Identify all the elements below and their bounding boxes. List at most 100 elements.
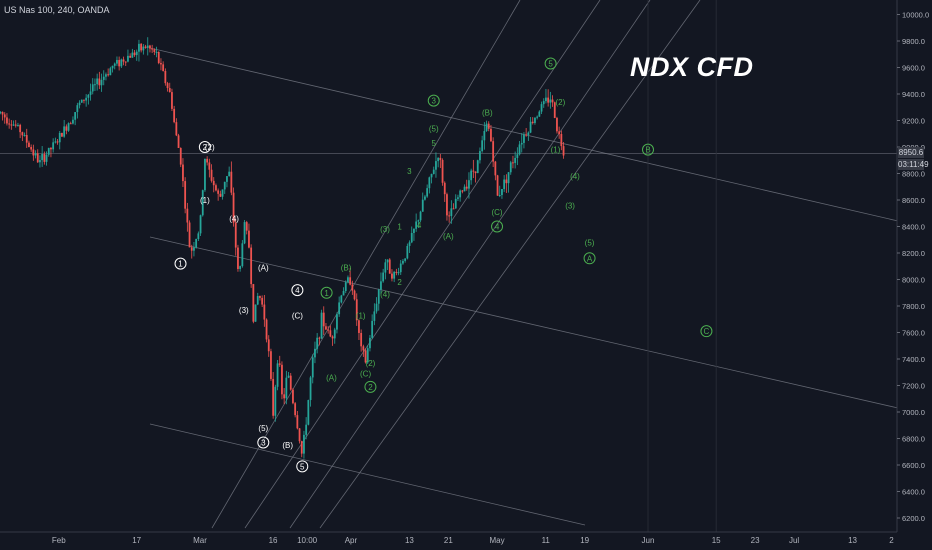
candle-body (415, 221, 418, 229)
price-axis-panel (897, 0, 932, 550)
wave-label-34: 5 (548, 60, 553, 69)
candle-body (8, 123, 11, 125)
candle-body (538, 111, 541, 117)
candle-body (483, 131, 486, 141)
candle-body (215, 185, 217, 191)
candle-body (281, 364, 283, 395)
candle-body (87, 94, 90, 98)
candle-body (239, 266, 242, 269)
candle-body (558, 131, 561, 134)
candle-body (503, 179, 506, 190)
wave-label-10: (B) (282, 441, 293, 450)
candle-body (226, 176, 228, 182)
candle-body (540, 104, 543, 112)
candle-body (204, 158, 206, 191)
candle-body (129, 55, 132, 58)
wave-label-1: 1 (178, 260, 183, 269)
candle-body (206, 158, 209, 163)
price-tick-label-12: 8400.0 (902, 223, 925, 232)
candle-body (318, 337, 321, 339)
candle-body (10, 124, 13, 126)
candle-body (124, 61, 127, 63)
candle-body (76, 105, 79, 113)
candle-body (19, 124, 22, 133)
candle-body (274, 386, 277, 416)
candle-body (417, 220, 420, 222)
candle-body (25, 135, 28, 143)
wave-label-7: (A) (258, 264, 269, 273)
wave-label-36: (1) (551, 146, 561, 155)
candle-body (294, 403, 297, 416)
candle-body (549, 99, 552, 103)
candle-body (179, 147, 182, 165)
candle-body (553, 102, 556, 118)
candle-body (512, 162, 514, 164)
candle-body (221, 189, 224, 197)
candle-body (490, 128, 492, 142)
candle-body (556, 117, 558, 132)
candle-body (85, 97, 88, 101)
candle-body (177, 135, 180, 148)
wave-label-circle-13 (296, 460, 309, 473)
candle-body (448, 215, 451, 217)
candle-body (111, 65, 114, 69)
candle-body (485, 123, 488, 132)
candle-body (272, 378, 275, 416)
candle-body (157, 51, 160, 64)
price-tick-label-3: 6600.0 (902, 461, 925, 470)
candle-body (494, 161, 497, 176)
candle-body (41, 154, 44, 161)
candle-body (195, 239, 198, 248)
candle-body (309, 377, 312, 401)
candle-body (100, 79, 103, 86)
candle-body (186, 208, 189, 223)
candle-body (0, 111, 2, 113)
candle-body (171, 92, 173, 109)
trendline-2 (149, 236, 899, 409)
candle-body (254, 304, 257, 322)
candle-body (382, 272, 385, 282)
time-tick-label-5: 10:00 (297, 536, 318, 545)
candle-body (457, 197, 459, 199)
candle-body (120, 59, 123, 67)
candle-body (248, 230, 250, 248)
candle-body (366, 348, 369, 363)
wave-label-circle-41 (642, 143, 654, 156)
wave-label-14: 1 (324, 289, 329, 298)
candle-body (131, 52, 134, 58)
candle-body (188, 222, 191, 248)
candle-body (65, 126, 68, 131)
candle-body (391, 273, 393, 279)
candle-body (373, 311, 376, 321)
time-tick-label-8: 21 (444, 536, 453, 545)
wave-label-circle-20 (364, 380, 377, 393)
candle-body (199, 215, 202, 234)
candle-body (371, 320, 374, 338)
candle-body (388, 259, 391, 274)
wave-label-32: (C) (491, 208, 502, 217)
candle-body (89, 91, 92, 95)
wave-label-18: (2) (366, 359, 376, 368)
candle-body (402, 260, 404, 264)
candle-body (285, 377, 288, 399)
candle-body (507, 172, 510, 184)
candle-body (234, 222, 237, 248)
candle-body (534, 117, 536, 123)
candle-body (212, 180, 215, 186)
wave-label-circle-9 (257, 436, 270, 449)
candle-body (160, 63, 162, 65)
candle-body (245, 222, 248, 231)
candle-body (459, 190, 462, 198)
price-tick-label-1: 6200.0 (902, 514, 925, 523)
trendline-4 (211, 0, 521, 529)
wave-label-41: B (645, 146, 650, 155)
candle-body (443, 182, 446, 195)
wave-label-20: 2 (368, 383, 373, 392)
candle-body (259, 296, 261, 298)
candle-body (208, 162, 211, 170)
candle-body (430, 173, 433, 178)
candle-body (426, 188, 429, 197)
candle-body (428, 177, 431, 189)
candle-body (362, 346, 365, 351)
